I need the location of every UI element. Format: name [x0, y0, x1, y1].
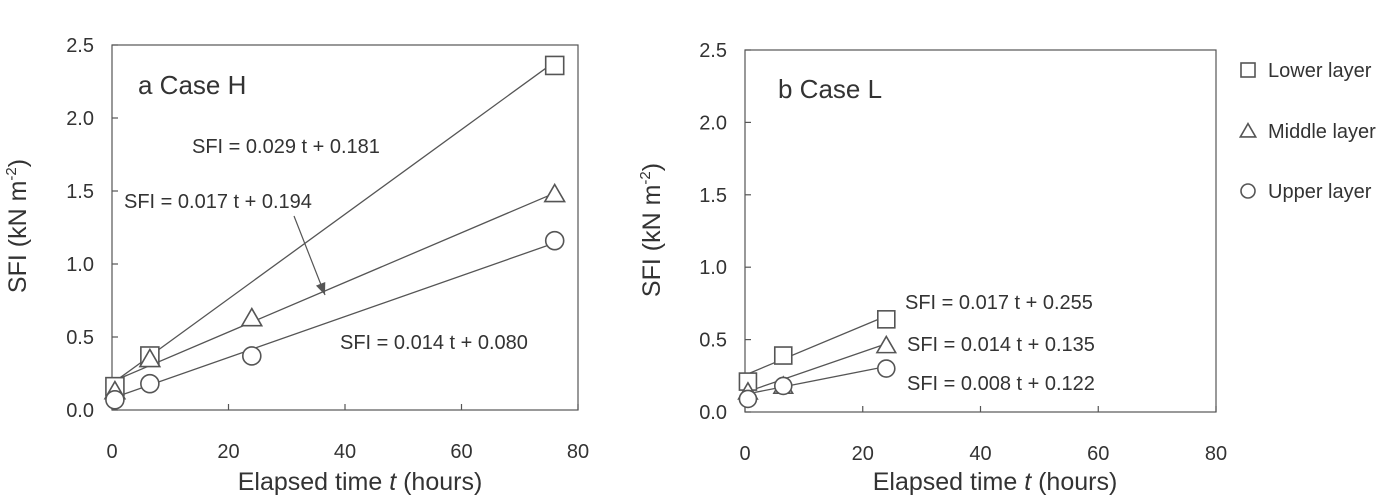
y-tick-label: 0.0: [699, 402, 727, 424]
fit-equation: SFI = 0.017 t + 0.255: [905, 292, 1093, 314]
x-tick-label: 80: [1205, 443, 1227, 465]
y-tick-label: 1.0: [66, 254, 94, 276]
y-tick-label: 0.5: [66, 327, 94, 349]
legend-marker-square: [1241, 63, 1255, 77]
data-point-circle: [546, 232, 564, 250]
y-tick-label: 2.0: [699, 112, 727, 134]
x-axis-label: Elapsed time t (hours): [873, 468, 1118, 496]
y-tick-label: 2.5: [66, 35, 94, 57]
fit-line-square: [748, 316, 886, 374]
x-tick-label: 60: [450, 441, 472, 463]
fit-line-circle: [748, 367, 886, 394]
data-point-circle: [775, 377, 792, 394]
fit-equation: SFI = 0.014 t + 0.080: [340, 332, 528, 354]
x-tick-label: 20: [852, 443, 874, 465]
y-tick-label: 1.5: [699, 185, 727, 207]
legend-label: Lower layer: [1268, 60, 1372, 82]
data-point-square: [878, 311, 895, 328]
y-axis-label: SFI (kN m-2): [3, 159, 32, 293]
x-axis-label: Elapsed time t (hours): [238, 468, 483, 496]
x-tick-label: 0: [106, 441, 117, 463]
y-axis-label: SFI (kN m-2): [637, 163, 666, 297]
y-tick-label: 1.0: [699, 257, 727, 279]
legend-marker-circle: [1241, 184, 1255, 198]
legend-label: Upper layer: [1268, 181, 1372, 203]
x-tick-label: 40: [969, 443, 991, 465]
panel-title: b Case L: [778, 74, 882, 104]
data-point-square: [775, 347, 792, 364]
x-tick-label: 80: [567, 441, 589, 463]
data-point-triangle: [545, 184, 565, 201]
y-tick-label: 2.0: [66, 108, 94, 130]
y-tick-label: 0.0: [66, 400, 94, 422]
x-tick-label: 40: [334, 441, 356, 463]
x-tick-label: 0: [739, 443, 750, 465]
data-point-triangle: [877, 336, 896, 352]
legend-marker-triangle: [1240, 124, 1255, 137]
x-tick-label: 20: [217, 441, 239, 463]
plot-frame: [745, 50, 1216, 412]
data-point-circle: [878, 360, 895, 377]
y-tick-label: 1.5: [66, 181, 94, 203]
annotation-arrow-line: [294, 216, 325, 295]
data-point-triangle: [242, 309, 262, 326]
x-tick-label: 60: [1087, 443, 1109, 465]
fit-line-circle: [115, 243, 555, 397]
data-point-circle: [243, 347, 261, 365]
fit-equation: SFI = 0.029 t + 0.181: [192, 136, 380, 158]
fit-equation: SFI = 0.014 t + 0.135: [907, 334, 1095, 356]
fit-equation: SFI = 0.017 t + 0.194: [124, 191, 312, 213]
panel-b: 0.0 0.5 1.0 1.5 2.0 2.5 0 20 40 60 80 Elapsed time …: [637, 40, 1227, 496]
data-point-circle: [739, 390, 756, 407]
fit-line-triangle: [748, 344, 886, 392]
data-point-square: [546, 56, 564, 74]
y-tick-label: 2.5: [699, 40, 727, 62]
panel-a: 0.0 0.5 1.0 1.5 2.0 2.5 0 20 40 60 80 Elapsed time …: [3, 35, 589, 496]
legend-label: Middle layer: [1268, 121, 1376, 143]
panel-title: a Case H: [138, 70, 246, 100]
data-point-circle: [106, 391, 124, 409]
data-point-circle: [141, 375, 159, 393]
fit-equation: SFI = 0.008 t + 0.122: [907, 373, 1095, 395]
y-tick-label: 0.5: [699, 330, 727, 352]
legend: Lower layer Middle layer Upper layer: [1240, 60, 1376, 203]
